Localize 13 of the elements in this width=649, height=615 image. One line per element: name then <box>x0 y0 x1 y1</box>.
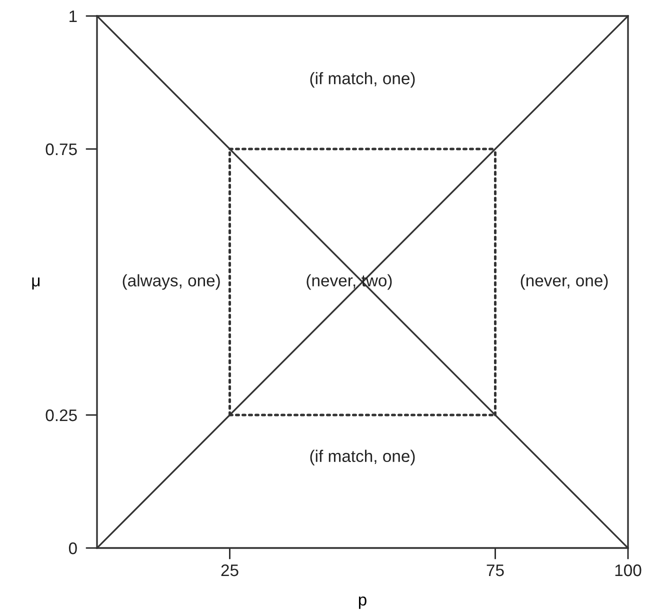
x-tick-label: 100 <box>615 564 642 576</box>
y-tick-label: 0.25 <box>46 409 77 422</box>
y-tick-label: 1 <box>70 10 77 22</box>
annotation: (if match, one) <box>310 72 415 88</box>
x-tick-label: 75 <box>486 564 504 576</box>
annotation: (never, one) <box>520 274 608 290</box>
y-tick-label: 0 <box>68 542 77 554</box>
annotation: (if match, one) <box>310 450 415 466</box>
y-tick-label: 0.75 <box>46 143 77 156</box>
annotation: (always, one) <box>122 274 220 290</box>
x-tick-label: 25 <box>221 564 238 576</box>
y-axis-title: μ <box>32 278 40 290</box>
x-axis-title: p <box>358 596 366 609</box>
